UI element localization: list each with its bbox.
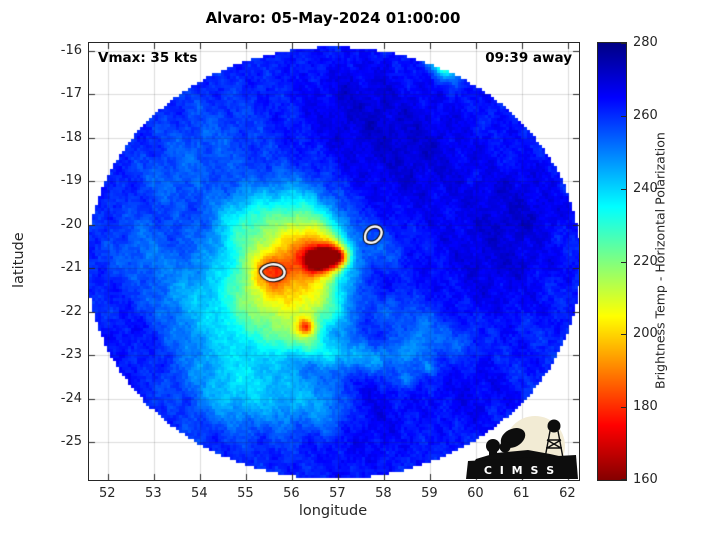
y-tick-label: -17	[60, 86, 82, 102]
x-tick-label: 60	[467, 486, 484, 501]
x-tick-label: 56	[283, 486, 300, 501]
colorbar-tick-label: 260	[633, 107, 658, 123]
x-tick-label: 59	[421, 486, 438, 501]
y-tick-label: -21	[60, 260, 82, 276]
colorbar	[597, 42, 627, 481]
x-axis-label: longitude	[298, 503, 368, 519]
vmax-annotation: Vmax: 35 kts	[98, 50, 198, 66]
x-tick-label: 57	[329, 486, 346, 501]
x-tick-label: 52	[99, 486, 116, 501]
colorbar-tick-label: 240	[633, 180, 658, 196]
water-tower-lattice	[544, 430, 564, 459]
colorbar-tick-label: 160	[633, 472, 658, 487]
x-tick-label: 55	[237, 486, 254, 501]
y-tick-label: -16	[60, 42, 82, 58]
y-tick-label: -20	[60, 216, 82, 232]
y-axis-label: latitude	[11, 232, 27, 289]
colorbar-tick-mark	[621, 479, 626, 480]
x-tick-label: 53	[145, 486, 162, 501]
colorbar-tick-mark	[621, 407, 626, 408]
colorbar-label: Brightness Temp - Horizontal Polarizatio…	[652, 132, 668, 389]
time-away-annotation: 09:39 away	[485, 50, 572, 66]
colorbar-tick-mark	[621, 334, 626, 335]
colorbar-tick-label: 280	[633, 35, 658, 50]
y-tick-label: -22	[60, 303, 82, 319]
y-tick-label: -25	[60, 434, 82, 450]
x-tick-label: 62	[559, 486, 576, 501]
colorbar-tick-label: 180	[633, 399, 658, 415]
colorbar-tick-label: 200	[633, 326, 658, 342]
x-tick-label: 61	[513, 486, 530, 501]
y-tick-label: -24	[60, 390, 82, 406]
plot-area: Vmax: 35 kts 09:39 away C I M S S	[88, 42, 580, 481]
figure-title: Alvaro: 05-May-2024 01:00:00	[205, 9, 461, 27]
cimss-logo: C I M S S	[466, 416, 578, 479]
colorbar-tick-mark	[621, 116, 626, 117]
cimss-banner	[466, 455, 578, 479]
cimss-banner-text: C I M S S	[484, 464, 556, 477]
brightness-temp-heatmap	[89, 43, 579, 480]
colorbar-tick-label: 220	[633, 253, 658, 269]
x-tick-label: 58	[375, 486, 392, 501]
colorbar-tick-mark	[621, 262, 626, 263]
y-tick-label: -23	[60, 347, 82, 363]
colorbar-tick-mark	[621, 43, 626, 44]
colorbar-tick-mark	[621, 189, 626, 190]
y-tick-label: -18	[60, 129, 82, 145]
water-tower-icon	[547, 419, 561, 433]
x-tick-label: 54	[191, 486, 208, 501]
y-tick-label: -19	[60, 173, 82, 189]
